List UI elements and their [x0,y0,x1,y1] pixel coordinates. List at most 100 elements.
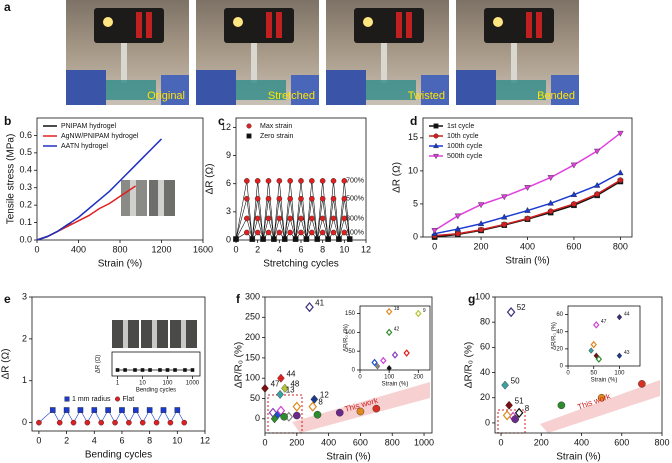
marker [477,202,485,209]
point-label: 47 [601,319,607,325]
marker [617,177,624,183]
legend-label: AgNW/PNIPAM hydrogel [61,133,139,140]
marker [501,213,508,220]
marker [287,195,293,202]
marker [49,407,56,413]
marker [165,368,170,372]
marker [570,191,578,197]
marker [570,162,578,169]
y-tick-label: 0.2 [19,200,32,210]
x-tick-label: 4 [92,435,97,445]
strain-annotation: 300% [346,215,364,222]
y-tick-label: 20 [480,392,490,402]
marker [123,368,127,372]
x-tick-label: 8 [320,244,325,254]
marker [308,401,318,412]
y-tick-label: 0.3 [19,182,32,192]
marker [276,389,284,399]
x-tick-label: 100 [162,381,173,387]
band-g [497,380,660,434]
x-tick-label: 0 [262,437,267,447]
photo-label: Twisted [408,90,445,102]
y-tick-label: 0.0 [19,234,32,244]
y-tick-label: 60 [556,312,563,318]
marker [305,302,314,313]
point-label: 47 [271,379,280,388]
marker [276,229,283,236]
strain-annotation: 500% [346,196,364,203]
marker [505,400,513,410]
legend-label: 1st cycle [447,123,474,130]
x-tick-label: 0 [358,375,362,381]
chart: 0 200 400 600 800 1000050100150200250300Strai… [234,291,434,462]
marker [594,191,600,197]
marker [153,419,160,426]
x-tick-label: 200 [474,241,489,251]
marker [310,394,319,404]
marker [341,178,348,184]
marker [298,178,304,184]
marker [181,419,188,426]
marker [346,236,353,242]
x-tick-label: 800 [613,241,628,251]
chart: 0 400 800 1200 1600 0.0 0.1 0.2 0.3 0.4 0.5 0.6 Stra… [6,117,213,270]
marker [593,321,600,329]
marker [287,178,293,184]
y-tick-label: 60 [480,342,490,352]
marker [571,201,577,207]
marker [309,195,315,202]
y-tick-label: 3 [226,206,231,216]
marker [292,236,299,242]
x-tick-label: 400 [71,244,86,254]
y-tick-label: 0.1 [19,217,32,227]
inset-background [568,306,640,366]
legend-label: PNIPAM hydrogel [61,123,117,130]
marker [514,407,524,418]
marker [244,229,250,236]
x-tick-label: 1000 [186,381,200,387]
point-label: 12 [320,390,329,399]
plot-frame [567,305,641,367]
y-tick-label: 150 [245,352,260,362]
inset-chart: 0 100 200 0 50 100 150 Strain (%) ΔR/R₀ (%) 18 9 42 [344,305,431,388]
legend-label: Max strain [260,123,292,130]
marker [244,215,250,222]
x-tick-label: 200 [534,437,549,447]
marker [511,415,519,423]
y-tick-label: 5 [413,198,418,208]
marker [276,215,283,222]
marker [501,380,509,390]
x-tick-label: 6 [119,435,124,445]
marker [617,130,624,137]
plot-frame [264,296,433,434]
x-axis-label: Strain (%) [326,452,370,463]
point-label: 8 [318,398,323,407]
marker [477,220,485,227]
y-tick-label: 300 [245,291,260,301]
panel-letter: g [468,292,475,306]
x-tick-label: 800 [654,437,669,447]
marker [330,229,337,236]
marker [386,364,392,372]
marker [140,368,145,372]
y-tick-label: 9 [226,150,231,160]
y-tick-label: 0 [413,231,418,241]
marker [160,407,167,413]
marker [126,419,132,426]
marker [132,407,139,413]
marker [260,236,266,242]
x-axis-label: Strain (%) [591,378,618,384]
marker [454,213,462,220]
marker [385,307,393,316]
marker [616,352,623,359]
marker [190,368,195,372]
point-label: 8 [525,404,530,413]
x-tick-label: 600 [353,437,368,447]
marker [341,215,348,222]
y-tick-label: 250 [245,312,260,322]
legend-label: 500th cycle [447,153,483,160]
y-tick-label: 50 [250,393,260,403]
photo-label: Original [147,90,185,102]
legend-marker [246,123,252,129]
